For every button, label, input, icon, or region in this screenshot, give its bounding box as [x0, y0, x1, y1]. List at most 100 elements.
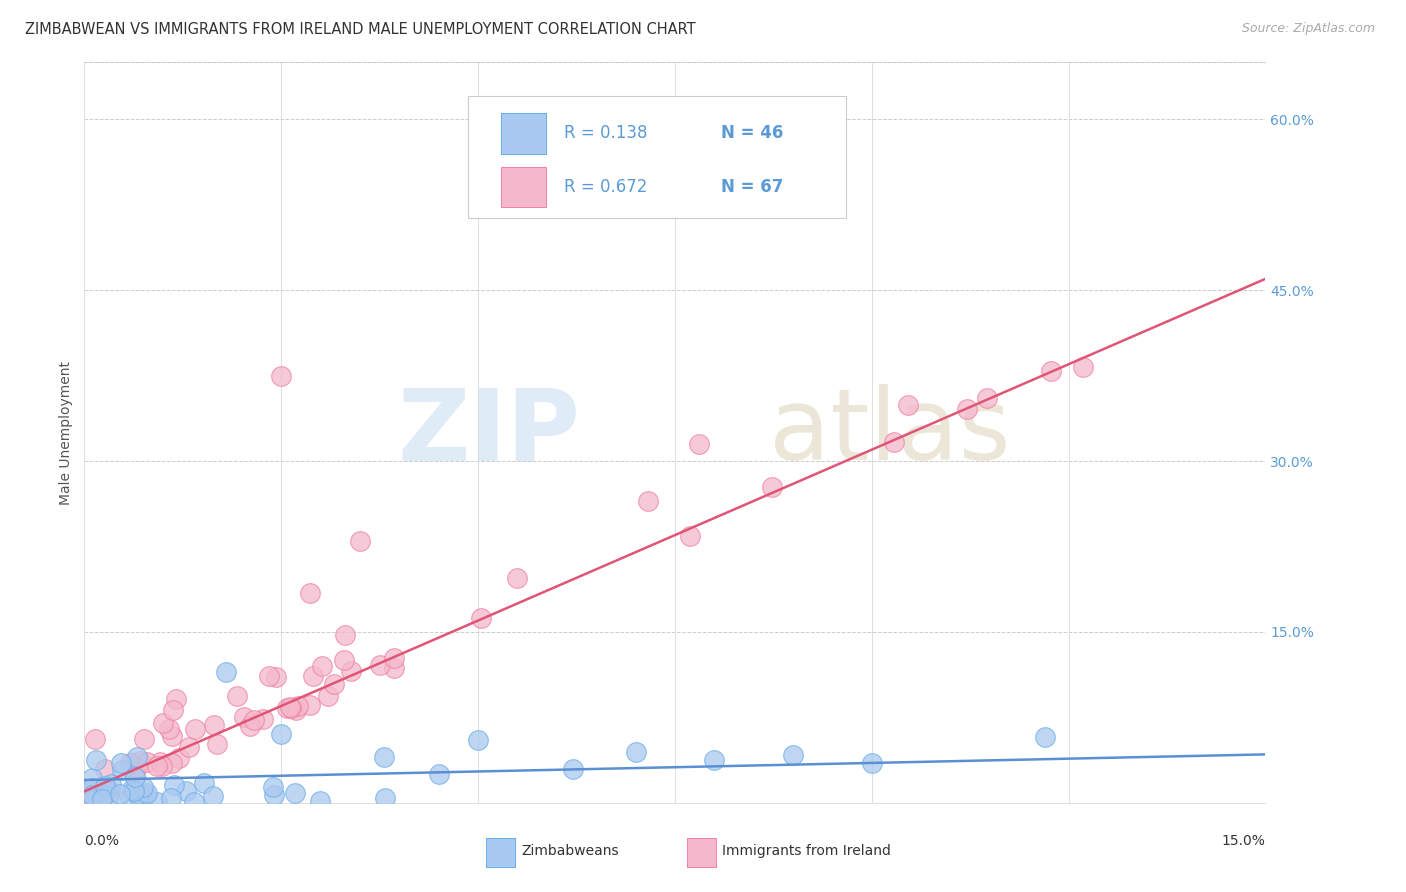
Point [239, 719, 262, 733]
Point [121, 782, 143, 797]
Point [382, 651, 405, 665]
Point [82, 791, 104, 805]
Point [287, 699, 309, 714]
Point [897, 398, 920, 412]
Point [270, 368, 292, 383]
Point [678, 529, 700, 543]
Point [127, 750, 149, 764]
Point [167, 750, 190, 764]
Point [318, 690, 340, 704]
Text: R = 0.672: R = 0.672 [564, 178, 647, 196]
Text: 15.0%: 15.0% [1222, 834, 1265, 848]
Point [309, 795, 332, 809]
Point [782, 747, 804, 762]
Point [163, 779, 186, 793]
Point [160, 756, 183, 771]
Point [174, 784, 197, 798]
Point [323, 677, 346, 691]
Point [98, 784, 121, 798]
Point [225, 690, 247, 704]
Point [162, 729, 184, 743]
Point [1033, 730, 1056, 744]
Point [382, 661, 405, 675]
Point [311, 659, 333, 673]
Point [150, 759, 173, 773]
Text: ZIP: ZIP [398, 384, 581, 481]
Point [637, 494, 659, 508]
Point [110, 787, 132, 801]
Point [205, 737, 228, 751]
Point [160, 790, 183, 805]
FancyBboxPatch shape [502, 113, 546, 153]
Point [349, 533, 371, 548]
Point [883, 434, 905, 449]
Point [339, 664, 361, 678]
Text: Zimbabweans: Zimbabweans [522, 844, 619, 858]
Point [1039, 364, 1062, 378]
Point [368, 658, 391, 673]
Point [82, 781, 104, 796]
Point [165, 691, 187, 706]
Point [157, 722, 180, 736]
Point [335, 628, 357, 642]
Text: Source: ZipAtlas.com: Source: ZipAtlas.com [1241, 22, 1375, 36]
Point [561, 762, 583, 776]
Point [201, 789, 224, 803]
Text: ZIMBABWEAN VS IMMIGRANTS FROM IRELAND MALE UNEMPLOYMENT CORRELATION CHART: ZIMBABWEAN VS IMMIGRANTS FROM IRELAND MA… [25, 22, 696, 37]
Point [976, 391, 998, 405]
Point [506, 571, 529, 585]
Point [111, 764, 134, 778]
Point [956, 401, 979, 416]
Point [860, 756, 883, 770]
Point [82, 789, 104, 803]
Point [128, 789, 150, 804]
Point [301, 669, 323, 683]
Point [470, 611, 492, 625]
Point [129, 754, 152, 768]
Point [128, 788, 150, 802]
Point [427, 767, 450, 781]
Point [184, 723, 207, 737]
Point [83, 731, 105, 746]
Point [82, 789, 104, 803]
Point [110, 756, 132, 771]
Point [232, 710, 254, 724]
Point [276, 700, 298, 714]
Point [94, 762, 117, 776]
Point [1073, 359, 1095, 374]
Point [149, 756, 172, 770]
Point [284, 703, 307, 717]
Point [284, 786, 307, 800]
Point [84, 753, 107, 767]
Point [152, 715, 174, 730]
Point [96, 786, 118, 800]
Point [82, 785, 104, 799]
Point [703, 752, 725, 766]
Point [93, 782, 115, 797]
Point [91, 792, 114, 806]
Point [270, 727, 292, 741]
Point [100, 777, 122, 791]
Point [134, 788, 156, 802]
Point [215, 665, 238, 679]
Point [136, 755, 159, 769]
Point [280, 701, 302, 715]
FancyBboxPatch shape [502, 167, 546, 207]
Point [624, 745, 647, 759]
Point [82, 793, 104, 807]
Point [82, 771, 104, 785]
Point [202, 718, 225, 732]
Point [118, 790, 141, 805]
Point [125, 760, 148, 774]
Text: R = 0.138: R = 0.138 [564, 124, 647, 142]
Point [278, 700, 301, 714]
Point [467, 733, 489, 747]
Point [132, 732, 155, 747]
Point [374, 791, 396, 805]
Point [761, 480, 783, 494]
Point [266, 670, 288, 684]
Point [124, 770, 146, 784]
Point [262, 780, 284, 794]
Text: Immigrants from Ireland: Immigrants from Ireland [723, 844, 891, 858]
Point [98, 789, 121, 804]
